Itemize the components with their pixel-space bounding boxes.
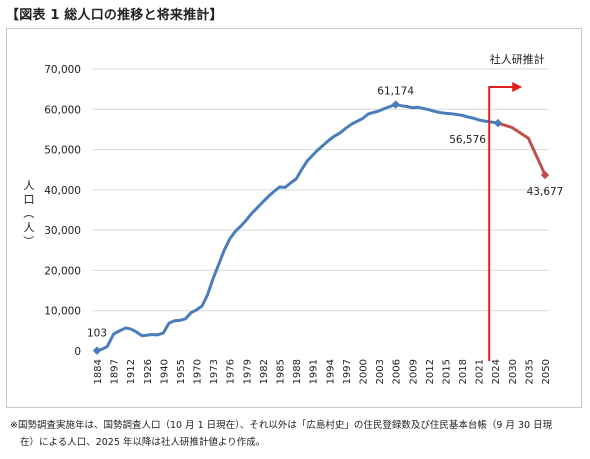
y-tick-label: 0 bbox=[74, 346, 81, 358]
x-tick-label: 2035 bbox=[524, 359, 535, 384]
data-label: 56,576 bbox=[449, 134, 486, 146]
x-tick-label: 1994 bbox=[325, 359, 336, 384]
x-tick-label: 2030 bbox=[508, 359, 519, 384]
data-label: 61,174 bbox=[377, 86, 414, 98]
x-tick-label: 1991 bbox=[309, 359, 320, 384]
x-tick-label: 1970 bbox=[193, 359, 204, 384]
series-line-historical bbox=[95, 103, 500, 353]
x-tick-label: 1976 bbox=[226, 359, 237, 384]
x-tick-label: 2018 bbox=[458, 359, 469, 384]
x-tick-label: 1897 bbox=[110, 359, 121, 384]
projection-label: 社人研推計 bbox=[490, 52, 545, 66]
x-tick-label: 2009 bbox=[408, 359, 419, 384]
footnote-line-1: ※国勢調査実施年は、国勢調査人口（10 月 1 日現在）、それ以外は「広島村史」… bbox=[10, 420, 553, 431]
series-line-projection bbox=[496, 121, 547, 177]
x-tick-label: 1988 bbox=[292, 359, 303, 384]
x-tick-label: 2003 bbox=[375, 359, 386, 384]
x-tick-label: 1912 bbox=[126, 359, 137, 384]
x-tick-label: 2000 bbox=[358, 359, 369, 384]
y-tick-label: 50,000 bbox=[44, 145, 81, 157]
x-tick-label: 2021 bbox=[475, 359, 486, 384]
y-tick-label: 40,000 bbox=[44, 185, 81, 197]
y-tick-label: 60,000 bbox=[44, 104, 81, 116]
x-tick-label: 2012 bbox=[425, 359, 436, 384]
data-point-marker bbox=[540, 170, 550, 180]
x-tick-label: 2015 bbox=[441, 359, 452, 384]
data-label: 43,677 bbox=[527, 186, 564, 198]
chart-frame: 0 10,000 20,000 30,000 40,000 50,000 60,000 70,… bbox=[6, 28, 582, 408]
x-tick-label: 2024 bbox=[491, 359, 502, 384]
x-tick-label: 1955 bbox=[176, 359, 187, 384]
x-tick-label: 1884 bbox=[93, 359, 104, 384]
x-tick-label: 1926 bbox=[143, 359, 154, 384]
data-point-marker bbox=[92, 346, 102, 355]
population-chart: 0 10,000 20,000 30,000 40,000 50,000 60,000 70,… bbox=[22, 52, 564, 384]
x-tick-label: 1982 bbox=[259, 359, 270, 384]
x-tick-label: 1997 bbox=[342, 359, 353, 384]
y-axis-label-char: ） bbox=[22, 236, 35, 247]
x-tick-label: 1985 bbox=[276, 359, 287, 384]
y-tick-label: 10,000 bbox=[44, 306, 81, 318]
y-tick-label: 30,000 bbox=[44, 225, 81, 237]
x-tick-label: 1973 bbox=[209, 359, 220, 384]
data-point-marker bbox=[391, 100, 400, 109]
y-tick-label: 70,000 bbox=[44, 64, 81, 76]
data-label: 103 bbox=[87, 328, 107, 340]
x-tick-label: 2006 bbox=[392, 359, 403, 384]
y-axis-label-char: 口 bbox=[24, 193, 35, 206]
x-tick-label: 1979 bbox=[242, 359, 253, 384]
projection-arrow-head bbox=[512, 82, 523, 92]
figure-title: 【図表 1 総人口の推移と将来推計】 bbox=[6, 8, 223, 23]
y-axis-label-char: 人 bbox=[24, 221, 35, 234]
footnote-line-2: 在）による人口、2025 年以降は社人研推計値より作成。 bbox=[20, 437, 266, 448]
footnote: ※国勢調査実施年は、国勢調査人口（10 月 1 日現在）、それ以外は「広島村史」… bbox=[10, 417, 582, 451]
x-tick-label: 1940 bbox=[159, 359, 170, 384]
x-tick-label: 2050 bbox=[541, 359, 552, 384]
y-axis-label-char: （ bbox=[22, 208, 35, 219]
y-axis-label-char: 人 bbox=[24, 179, 35, 192]
data-point-marker bbox=[493, 118, 503, 128]
y-tick-label: 20,000 bbox=[44, 265, 81, 277]
